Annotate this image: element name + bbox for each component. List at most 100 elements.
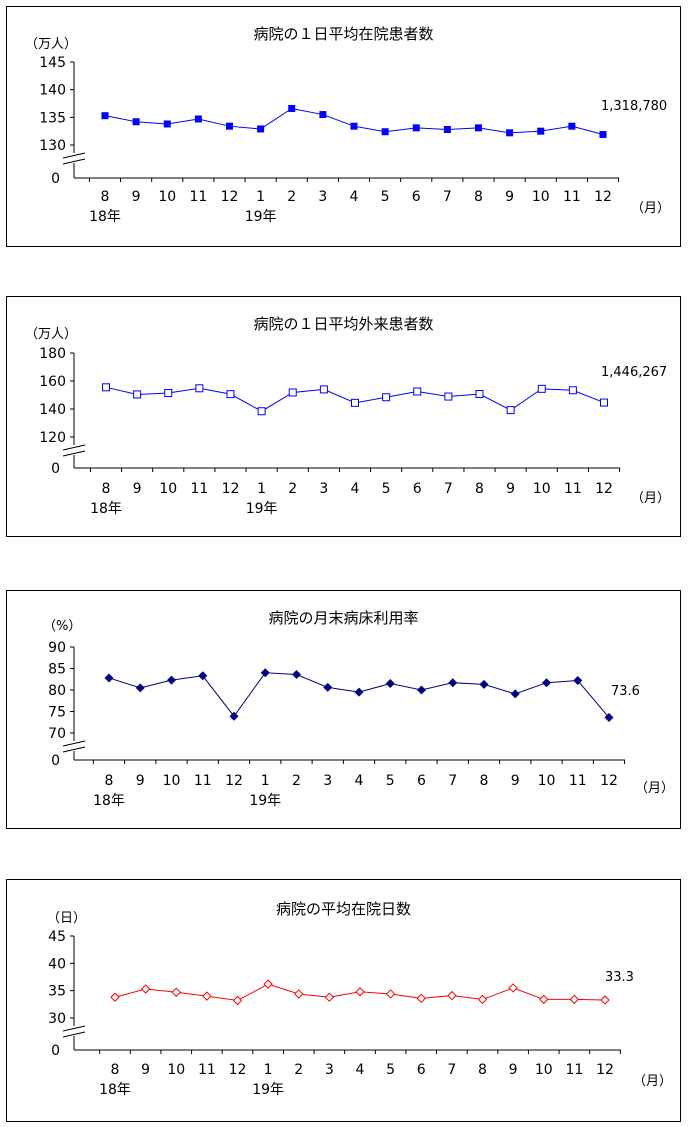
y-tick-label: 30 (48, 1011, 66, 1027)
data-point (257, 407, 266, 416)
data-point (226, 390, 235, 399)
x-tick-label: 9 (141, 1062, 150, 1078)
x-tick-label: 7 (448, 773, 457, 789)
data-point (324, 992, 335, 1002)
x-tick-label: 7 (444, 481, 453, 497)
x-tick-label: 8 (480, 773, 489, 789)
data-point (569, 994, 580, 1005)
data-point (475, 124, 482, 132)
x-tick-label: 2 (287, 189, 296, 205)
data-point (381, 128, 389, 136)
y-axis-unit: （日） (47, 911, 87, 926)
y-axis-unit: （万人） (25, 37, 78, 52)
x-tick-label: 3 (318, 189, 327, 205)
x-tick-label: 12 (222, 481, 240, 497)
x-tick-label: 9 (136, 773, 145, 789)
x-tick-label: 8 (111, 1062, 120, 1078)
x-tick-label: 11 (190, 481, 208, 497)
data-point (140, 984, 151, 994)
data-point (294, 989, 304, 999)
data-point (354, 687, 364, 697)
x-tick-label: 12 (594, 189, 612, 205)
year-label: 19年 (246, 501, 278, 517)
y-axis-unit: （万人） (25, 327, 78, 342)
data-point (164, 389, 173, 398)
data-point (257, 125, 265, 133)
x-tick-label: 11 (198, 1062, 216, 1078)
data-point (479, 679, 489, 689)
y-tick-label: 80 (48, 683, 66, 699)
data-point (573, 676, 583, 686)
x-tick-label: 2 (292, 773, 301, 789)
data-point (385, 989, 396, 999)
x-tick-label: 4 (350, 189, 359, 205)
data-point (167, 675, 176, 685)
latest-value-label: 1,318,780 (601, 99, 668, 114)
y-tick-label: 140 (39, 402, 66, 418)
latest-value-label: 73.6 (611, 684, 640, 699)
x-axis-unit: （月） (631, 201, 671, 216)
data-point (292, 670, 301, 680)
data-point (319, 385, 328, 394)
x-tick-label: 10 (535, 1062, 553, 1078)
chart-title: 病院の１日平均在院患者数 (253, 25, 434, 43)
data-point (506, 406, 515, 415)
y-tick-label-zero: 0 (51, 1043, 60, 1059)
x-tick-label: 8 (101, 189, 110, 205)
latest-value-label: 33.3 (605, 970, 634, 985)
y-tick-label: 45 (48, 929, 66, 945)
x-tick-label: 5 (382, 481, 391, 497)
x-tick-label: 8 (105, 773, 114, 789)
x-tick-label: 8 (475, 481, 484, 497)
x-tick-label: 6 (413, 481, 422, 497)
data-point (135, 683, 145, 693)
data-point (319, 111, 327, 119)
axis-break-mark (62, 444, 86, 451)
x-tick-label: 12 (225, 773, 243, 789)
x-axis-unit: （月） (635, 781, 675, 796)
x-tick-label: 12 (600, 773, 618, 789)
y-tick-label: 35 (48, 984, 66, 1000)
axis-break-mark (62, 158, 86, 165)
data-point (355, 987, 365, 997)
x-axis-unit: （月） (631, 491, 671, 506)
data-point (447, 990, 457, 1001)
series-line (104, 107, 604, 135)
data-point (506, 129, 514, 137)
data-point (382, 393, 391, 402)
x-tick-label: 12 (229, 1062, 247, 1078)
data-point (444, 392, 453, 401)
axis-break-mark (62, 1031, 86, 1038)
x-tick-label: 5 (386, 773, 395, 789)
x-tick-label: 1 (256, 189, 265, 205)
chart-panel-avg-stay: 30 35 40 45 0 8 9 10 11 12 1 2 3 4 5 6 7 8 9 10 11 12 18年 19年 病… (6, 879, 681, 1122)
data-point (110, 992, 120, 1002)
x-tick-label: 4 (356, 1062, 365, 1078)
y-axis-unit: （%） (43, 619, 82, 634)
data-point (102, 383, 110, 392)
x-tick-label: 11 (189, 189, 207, 205)
data-point (288, 104, 296, 112)
latest-value-label: 1,446,267 (601, 365, 668, 380)
chart-title: 病院の月末病床利用率 (268, 609, 419, 627)
y-tick-label: 140 (39, 83, 66, 99)
year-label: 19年 (249, 793, 281, 809)
x-tick-label: 5 (386, 1062, 395, 1078)
data-point (171, 987, 181, 998)
x-tick-label: 9 (132, 189, 141, 205)
y-tick-label: 85 (48, 662, 66, 678)
year-label: 19年 (245, 209, 277, 225)
x-tick-label: 5 (381, 189, 390, 205)
y-tick-label: 145 (39, 55, 66, 71)
data-point (599, 130, 607, 138)
x-tick-label: 3 (319, 481, 328, 497)
x-tick-label: 12 (596, 1062, 614, 1078)
x-tick-label: 8 (102, 481, 111, 497)
year-label: 18年 (93, 793, 125, 809)
data-point (412, 124, 420, 132)
x-tick-label: 2 (294, 1062, 303, 1078)
x-tick-label: 4 (351, 481, 360, 497)
data-point (229, 711, 239, 721)
